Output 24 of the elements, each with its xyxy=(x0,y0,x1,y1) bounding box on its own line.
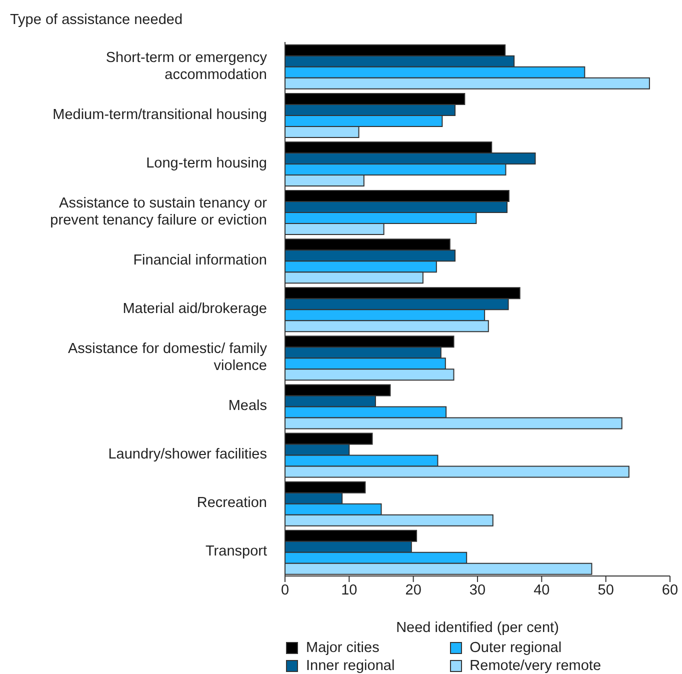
y-tick-label: Short-term or emergency accommodation xyxy=(106,50,268,83)
x-axis-title: Need identified (per cent) xyxy=(396,620,559,636)
x-tick-label: 50 xyxy=(598,582,614,598)
y-tick-label: Transport xyxy=(205,544,267,560)
y-tick-label: Assistance to sustain tenancy or prevent tenancy failure or eviction xyxy=(50,195,268,228)
y-tick-label: Assistance for domestic/ family violence xyxy=(68,341,268,374)
y-tick-label: Recreation xyxy=(196,495,267,512)
legend-label: Inner regional xyxy=(306,658,395,674)
x-tick-label: 30 xyxy=(469,582,486,598)
legend-label: Remote/very remote xyxy=(470,658,602,674)
x-tick-label: 60 xyxy=(662,582,678,598)
y-tick-label: Meals xyxy=(228,398,267,414)
y-tick-label: Financial information xyxy=(133,252,267,268)
legend-label: Outer regional xyxy=(470,640,562,656)
y-tick-label: Long-term housing xyxy=(146,155,267,172)
y-tick-label: Material aid/brokerage xyxy=(122,301,267,317)
x-tick-label: 0 xyxy=(280,582,290,598)
x-tick-label: 20 xyxy=(405,582,422,598)
legend-label: Major cities xyxy=(306,640,380,656)
x-tick-label: 10 xyxy=(341,582,358,598)
y-tick-label: Laundry/shower facilities xyxy=(108,446,267,463)
x-tick-label: 40 xyxy=(534,582,550,598)
y-axis-title: Type of assistance needed xyxy=(10,12,183,28)
y-tick-label: Medium-term/transitional housing xyxy=(52,106,267,123)
